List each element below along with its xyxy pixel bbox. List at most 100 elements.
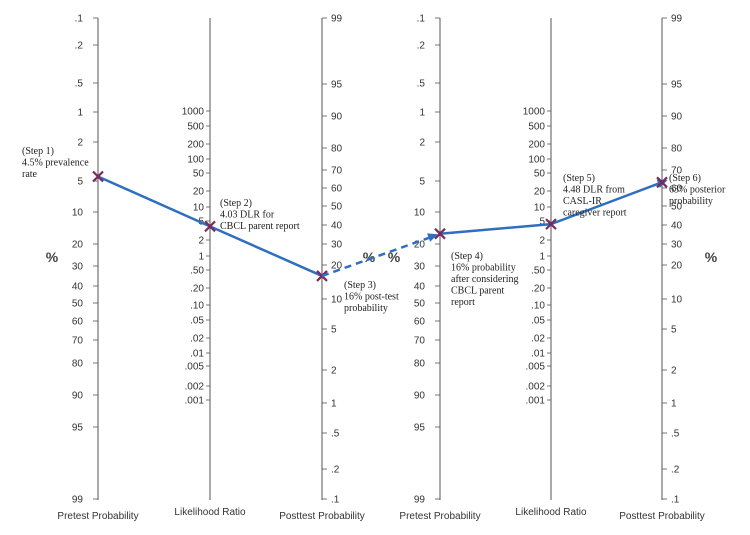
lr-tick-label: 2 — [539, 236, 545, 247]
lr-tick-label: .20 — [531, 284, 545, 295]
step-annotation-line: CBCL parent — [451, 286, 504, 297]
lr-tick-label: .005 — [185, 362, 205, 373]
step-annotation-line: (Step 1) — [22, 146, 54, 157]
pretest-axis-title: Pretest Probability — [399, 511, 480, 522]
pretest-tick-label: 70 — [72, 336, 84, 347]
posttest-tick-label: 50 — [671, 202, 683, 213]
pretest-tick-label: 90 — [72, 391, 84, 402]
lr-tick-label: 50 — [193, 169, 205, 180]
pretest-tick-label: 60 — [72, 317, 84, 328]
pretest-tick-label: 70 — [414, 336, 426, 347]
posttest-tick-label: 30 — [671, 240, 683, 251]
lr-tick-label: 1 — [198, 252, 204, 263]
posttest-tick-label: 50 — [331, 202, 343, 213]
step-annotation-line: CBCL parent report — [220, 221, 300, 232]
pretest-tick-label: 5 — [77, 177, 83, 188]
lr-tick-label: .01 — [190, 349, 204, 360]
percent-label-left: % — [46, 249, 59, 265]
lr-to-posttest-segment — [209, 225, 323, 278]
posttest-tick-label: 2 — [331, 366, 337, 377]
pretest-tick-label: 90 — [414, 391, 426, 402]
pretest-tick-label: 95 — [414, 423, 426, 434]
posttest-tick-label: 10 — [331, 295, 343, 306]
step-annotation-line: after considering — [451, 274, 518, 285]
lr-tick-label: 2 — [198, 236, 204, 247]
lr-tick-label: .05 — [190, 316, 204, 327]
posttest-tick-label: 99 — [671, 14, 683, 25]
step-annotation-line: (Step 3) — [344, 280, 376, 291]
posttest-tick-label: .2 — [671, 465, 680, 476]
pretest-point-marker — [92, 170, 104, 183]
step-annotation: (Step 6) 63% posterior probability — [669, 173, 726, 207]
pretest-tick-label: 20 — [72, 240, 84, 251]
posttest-tick-label: 70 — [671, 166, 683, 177]
pretest-tick-label: .2 — [417, 41, 426, 52]
posttest-tick-label: .2 — [331, 465, 340, 476]
lr-tick-label: .01 — [531, 349, 545, 360]
lr-tick-label: 200 — [187, 140, 204, 151]
step-annotation-line: probability — [669, 196, 713, 207]
pretest-tick-label: 50 — [72, 299, 84, 310]
percent-label-right: % — [705, 249, 718, 265]
step-annotation-line: (Step 2) — [220, 198, 252, 209]
lr-tick-label: 1000 — [182, 107, 205, 118]
posttest-tick-label: 1 — [671, 399, 677, 410]
step-annotation: (Step 3) 16% post-test probability — [344, 280, 399, 314]
posttest-tick-label: .1 — [671, 495, 680, 506]
lr-tick-label: .02 — [531, 334, 545, 345]
posttest-tick-label: 95 — [671, 80, 683, 91]
pretest-tick-label: 10 — [414, 208, 426, 219]
lr-point-marker — [204, 220, 216, 233]
pretest-tick-label: 80 — [414, 359, 426, 370]
pretest-tick-label: .1 — [75, 14, 84, 25]
posttest-tick-label: 80 — [671, 144, 683, 155]
step-annotation-line: report — [451, 297, 475, 308]
lr-tick-label: .002 — [526, 382, 546, 393]
step-annotation-line: 63% posterior — [669, 185, 726, 196]
step-annotation-line: (Step 6) — [669, 173, 701, 184]
lr-point-marker — [545, 218, 557, 230]
lr-tick-label: .005 — [526, 362, 546, 373]
pretest-tick-label: 1 — [77, 108, 83, 119]
posttest-tick-label: 5 — [671, 325, 677, 336]
pretest-tick-label: 30 — [414, 262, 426, 273]
step-annotation-line: 16% probability — [451, 263, 516, 274]
lr-tick-label: 100 — [528, 155, 545, 166]
lr-tick-label: .002 — [185, 382, 205, 393]
lr-tick-label: .50 — [531, 266, 545, 277]
pretest-to-lr-segment — [97, 175, 211, 228]
pretest-to-lr-segment — [439, 222, 552, 235]
pretest-tick-label: 99 — [72, 495, 84, 506]
lr-tick-label: 20 — [534, 187, 546, 198]
percent-label-left: % — [388, 249, 401, 265]
pretest-tick-label: 1 — [419, 108, 425, 119]
lr-tick-label: .02 — [190, 334, 204, 345]
lr-tick-label: .10 — [190, 301, 204, 312]
posttest-tick-label: 60 — [331, 184, 343, 195]
step-annotation: (Step 2) 4.03 DLR for CBCL parent report — [220, 198, 300, 232]
posttest-tick-label: 30 — [331, 240, 343, 251]
lr-tick-label: 5 — [539, 217, 545, 228]
pretest-tick-label: 95 — [72, 423, 84, 434]
posttest-tick-label: 95 — [331, 80, 343, 91]
lr-tick-label: 100 — [187, 155, 204, 166]
lr-tick-label: 10 — [534, 203, 546, 214]
posttest-tick-label: 1 — [331, 399, 337, 410]
pretest-point-marker — [434, 227, 446, 240]
posttest-point-marker — [656, 176, 668, 189]
posttest-tick-label: 99 — [331, 14, 343, 25]
step-annotation-line: CASL-IR — [563, 196, 602, 207]
posttest-tick-label: 40 — [331, 221, 343, 232]
lr-tick-label: 1000 — [523, 107, 546, 118]
posttest-axis-title: Posttest Probability — [619, 511, 705, 522]
step-annotation-line: 4.5% prevalence — [22, 158, 89, 169]
posttest-axis-title: Posttest Probability — [279, 511, 365, 522]
lr-tick-label: .10 — [531, 301, 545, 312]
step-annotation-line: 4.48 DLR from — [563, 185, 625, 196]
pretest-tick-label: 40 — [414, 282, 426, 293]
step-annotation: (Step 4) 16% probability after considering… — [451, 251, 518, 308]
lr-tick-label: 10 — [193, 203, 205, 214]
pretest-axis-title: Pretest Probability — [57, 511, 138, 522]
